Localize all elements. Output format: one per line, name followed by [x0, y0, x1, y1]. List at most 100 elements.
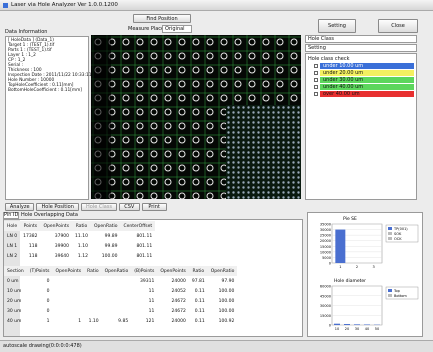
toolbar-button[interactable]: Hole Position	[36, 203, 79, 211]
cell: 39900	[54, 243, 70, 249]
x-tick-label: 50	[375, 327, 379, 331]
close-button[interactable]: Close	[378, 19, 418, 33]
cell: 11	[148, 308, 155, 314]
y-tick-label: 20000	[320, 239, 331, 243]
tree-item[interactable]: under 10.00 um	[314, 63, 414, 69]
cell: 9.85	[118, 318, 129, 324]
legend-swatch	[388, 294, 392, 297]
cell: 39640	[54, 253, 70, 259]
cell: 121	[145, 318, 155, 324]
class-label: under 10.00 um	[320, 63, 414, 69]
toolbar-button[interactable]: Hole Class	[81, 203, 117, 211]
cell	[84, 306, 102, 316]
pcb-shade	[91, 35, 111, 199]
cell: 24672	[171, 308, 186, 314]
x-tick-label: 40	[365, 327, 369, 331]
checkbox[interactable]	[314, 71, 318, 75]
cell	[53, 276, 85, 286]
legend-label: SOK	[394, 232, 402, 236]
column-header: OpenRatio	[93, 223, 118, 229]
checkbox[interactable]	[314, 85, 318, 89]
info-line: Target 1 : (TEST_1).tif	[8, 43, 55, 48]
x-tick-label: 1	[339, 265, 341, 269]
column-header: Ratio	[75, 223, 88, 229]
bar	[335, 229, 346, 263]
table-row[interactable]: LN 2 118 39640 1.12 100.00 801.11	[4, 251, 155, 261]
x-tick-label: 10	[335, 327, 339, 331]
legend-label: TP(001)	[393, 227, 408, 231]
toolbar-button[interactable]: Analyze	[5, 203, 35, 211]
toolbar-button[interactable]: Print	[141, 203, 167, 211]
row-label: LN 0	[7, 233, 18, 239]
find-position-button[interactable]: Find Position	[133, 14, 191, 23]
y-tick-label: 15000	[320, 245, 331, 249]
table-row[interactable]: 20 um 0 11 24672 0.11 100.00	[4, 296, 237, 306]
y-tick-label: 60000	[320, 285, 331, 289]
setting-button[interactable]: Setting	[318, 19, 356, 33]
info-panel: [ HoleData ] (Data_1) Target 1 : (TEST_1)…	[5, 36, 91, 200]
cell	[102, 306, 132, 316]
legend-box	[385, 224, 419, 243]
cell: 801.11	[136, 253, 153, 259]
measure-place-label: Measure Place	[128, 26, 165, 32]
cell: 1.10	[88, 318, 99, 324]
column-header: (B)Points	[134, 268, 155, 274]
cell: 11	[148, 288, 155, 294]
row-label: 0 um	[7, 278, 19, 284]
legend-swatch	[388, 232, 392, 235]
pcb-grid	[226, 105, 301, 199]
cell: 24000	[171, 278, 186, 284]
row-label: 30 um	[7, 308, 22, 314]
legend-swatch	[388, 227, 392, 230]
table-row[interactable]: LN 0 17382 37900 11.10 99.89 801.11	[4, 231, 155, 241]
window-title: Laser via Hole Analyzer Ver 1.0.0.1200	[11, 2, 118, 8]
column-header: CenterOffset	[123, 223, 153, 229]
cell: 801.11	[136, 243, 153, 249]
checkbox[interactable]	[314, 92, 318, 96]
checkbox[interactable]	[314, 64, 318, 68]
checkbox[interactable]	[314, 78, 318, 82]
cell: 24672	[171, 298, 186, 304]
table-row[interactable]: 10 um 0 11 24052 0.11 100.00	[4, 286, 237, 296]
info-line: Thickness : 100	[8, 68, 42, 73]
table-row[interactable]: LN 1 118 39900 1.10 99.89 801.11	[4, 241, 155, 251]
measure-place-select[interactable]: Original	[162, 25, 192, 33]
y-tick-label: 10000	[320, 250, 331, 254]
y-tick-label: 0	[329, 324, 331, 328]
tree-item[interactable]: under 20.00 um	[314, 70, 414, 76]
table-row[interactable]: 40 um 1 1 1.10 9.85 121 24000 0.11 100.92	[4, 316, 237, 326]
chart-title: Hole diameter	[334, 278, 366, 284]
tree-item[interactable]: under 40.00 um	[314, 84, 414, 90]
cell: 0	[46, 308, 50, 314]
column-header: (T)Points	[29, 268, 50, 274]
cell	[53, 296, 85, 306]
toolbar-button[interactable]: CSV	[119, 203, 140, 211]
setting-select[interactable]: Setting	[305, 44, 417, 52]
info-line: CP : 1_2	[8, 58, 26, 63]
y-tick-label: 30000	[320, 228, 331, 232]
tree-item[interactable]: under 30.00 um	[314, 77, 414, 83]
bar	[364, 324, 370, 325]
y-tick-label: 30000	[320, 304, 331, 308]
bar	[334, 323, 340, 325]
cell: 100.00	[218, 288, 235, 294]
hole-class-tree: Hole class check under 10.00 um under 20.…	[305, 53, 417, 200]
row-label: 40 um	[7, 318, 22, 324]
cell	[53, 286, 85, 296]
column-header: OpenRatio	[210, 268, 235, 274]
table-row[interactable]: 0 um 0 39311 24000 97.81 97.90	[4, 276, 237, 286]
tree-item[interactable]: over 40.00 um	[314, 91, 414, 97]
cell: 99.89	[104, 243, 118, 249]
cell: 801.11	[136, 233, 153, 239]
class-label: over 40.00 um	[320, 91, 414, 97]
table-row[interactable]: 30 um 0 11 24672 0.11 100.00	[4, 306, 237, 316]
cell: 118	[28, 253, 38, 259]
cell: 0	[46, 298, 50, 304]
cell	[102, 286, 132, 296]
pin-id-tab[interactable]: Pin ID	[3, 212, 19, 219]
cell: 118	[28, 243, 38, 249]
hole-class-select[interactable]: Hole Class	[305, 35, 417, 43]
legend-swatch	[388, 289, 392, 292]
class-label: under 40.00 um	[320, 84, 414, 90]
class-label: under 20.00 um	[320, 70, 414, 76]
